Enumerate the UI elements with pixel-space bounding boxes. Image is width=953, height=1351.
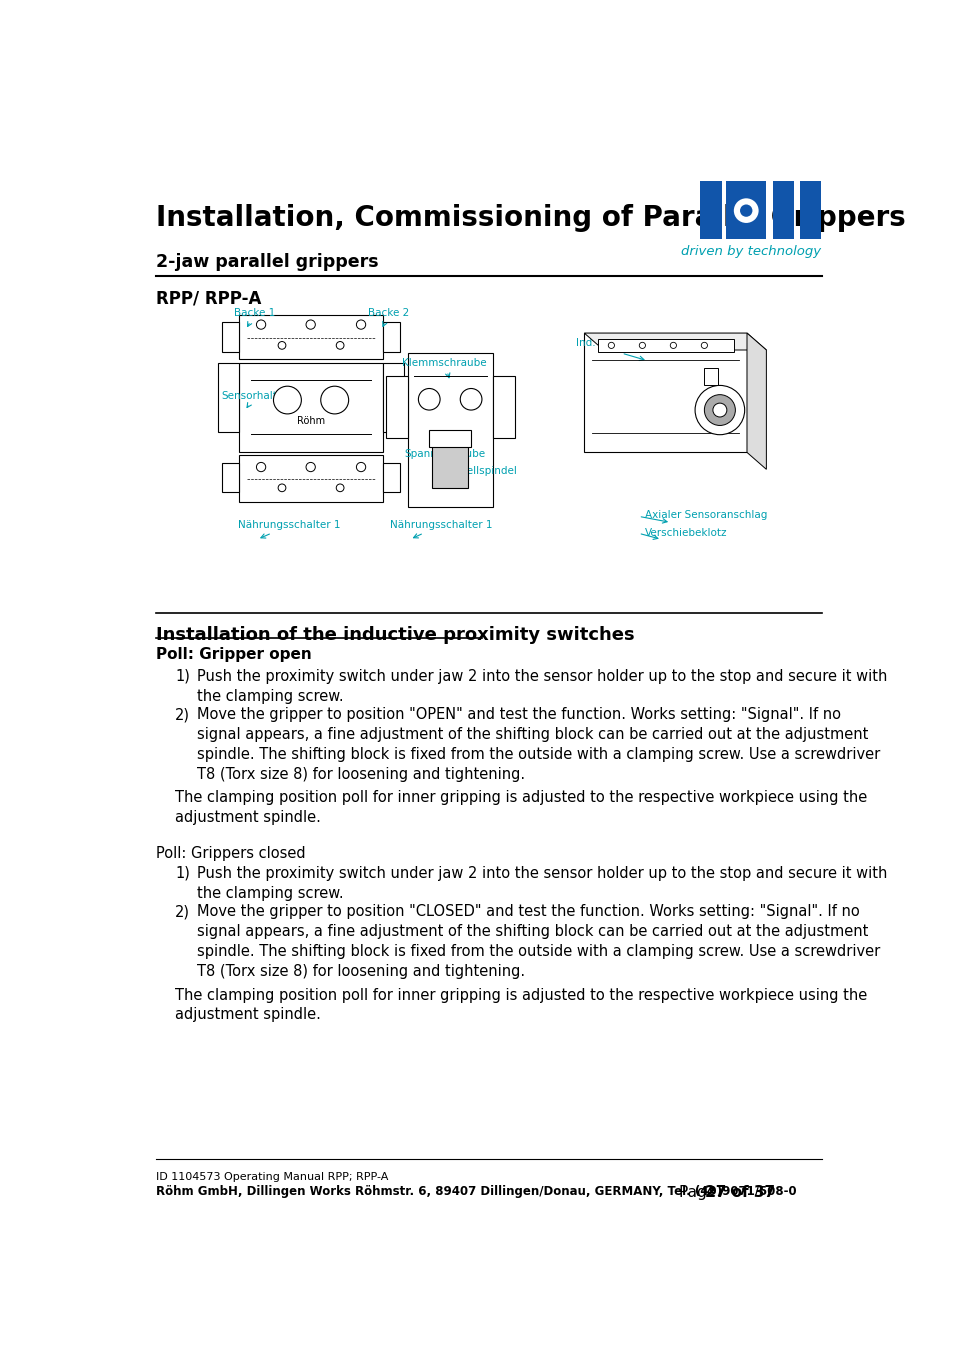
- Circle shape: [356, 320, 365, 330]
- Text: 27 of 37: 27 of 37: [704, 1185, 775, 1200]
- Text: Röhm: Röhm: [296, 416, 324, 426]
- Circle shape: [670, 342, 676, 349]
- Text: Poll: Gripper open: Poll: Gripper open: [155, 647, 311, 662]
- Circle shape: [356, 462, 365, 471]
- Bar: [222, 323, 239, 351]
- Text: Push the proximity switch under jaw 2 into the sensor holder up to the stop and : Push the proximity switch under jaw 2 in…: [196, 669, 886, 704]
- Circle shape: [733, 199, 758, 223]
- Polygon shape: [583, 334, 765, 350]
- Text: Verstellspindel: Verstellspindel: [440, 466, 517, 485]
- Text: Nährungsschalter 1: Nährungsschalter 1: [238, 520, 340, 538]
- Text: Backe 2: Backe 2: [368, 308, 409, 327]
- Text: RPP/ RPP-A: RPP/ RPP-A: [155, 289, 261, 307]
- Text: Move the gripper to position "OPEN" and test the function. Works setting: "Signa: Move the gripper to position "OPEN" and …: [196, 708, 879, 782]
- Text: 2): 2): [174, 904, 190, 920]
- Text: Push the proximity switch under jaw 2 into the sensor holder up to the stop and : Push the proximity switch under jaw 2 in…: [196, 866, 886, 901]
- Text: Installation of the inductive proximity switches: Installation of the inductive proximity …: [155, 626, 634, 643]
- Text: 2-jaw parallel grippers: 2-jaw parallel grippers: [155, 253, 378, 272]
- Circle shape: [320, 386, 348, 413]
- Bar: [407, 353, 493, 507]
- Bar: [583, 334, 746, 453]
- Text: Spannschraube: Spannschraube: [404, 449, 485, 465]
- Circle shape: [459, 389, 481, 411]
- Bar: [799, 181, 821, 239]
- Circle shape: [740, 204, 752, 216]
- Circle shape: [700, 342, 707, 349]
- Circle shape: [335, 342, 344, 349]
- Bar: [700, 181, 721, 239]
- Bar: [429, 430, 471, 447]
- Circle shape: [274, 386, 301, 413]
- Text: Poll: Grippers closed: Poll: Grippers closed: [155, 846, 305, 861]
- Circle shape: [306, 462, 315, 471]
- Text: Page: Page: [679, 1185, 720, 1200]
- Text: Klemmschraube: Klemmschraube: [402, 358, 487, 378]
- Bar: [703, 367, 718, 385]
- Text: Backe 1: Backe 1: [234, 308, 275, 327]
- Circle shape: [748, 185, 753, 190]
- Circle shape: [256, 320, 266, 330]
- Circle shape: [256, 462, 266, 471]
- Bar: [725, 181, 765, 239]
- Bar: [772, 181, 794, 239]
- Circle shape: [608, 342, 614, 349]
- Circle shape: [712, 403, 726, 417]
- Text: 2): 2): [174, 708, 190, 723]
- Circle shape: [278, 342, 286, 349]
- Bar: [385, 376, 407, 438]
- Text: The clamping position poll for inner gripping is adjusted to the respective work: The clamping position poll for inner gri…: [174, 790, 866, 825]
- Circle shape: [335, 484, 344, 492]
- Text: Sensorhalter: Sensorhalter: [221, 390, 288, 408]
- Text: Ind. Nährungsschalter: Ind. Nährungsschalter: [576, 339, 691, 349]
- Bar: [382, 323, 399, 351]
- Bar: [239, 455, 382, 501]
- Circle shape: [738, 185, 742, 190]
- Text: 1): 1): [174, 669, 190, 684]
- Text: Installation, Commissioning of Parallel Grippers: Installation, Commissioning of Parallel …: [155, 204, 904, 232]
- Bar: [239, 315, 382, 359]
- Text: Röhm GmbH, Dillingen Works Röhmstr. 6, 89407 Dillingen/Donau, GERMANY, Tel. (49): Röhm GmbH, Dillingen Works Röhmstr. 6, 8…: [155, 1185, 796, 1198]
- Text: Axialer Sensoranschlag: Axialer Sensoranschlag: [644, 511, 766, 520]
- Bar: [382, 363, 404, 432]
- Bar: [432, 446, 468, 488]
- Circle shape: [639, 342, 645, 349]
- Circle shape: [695, 385, 744, 435]
- Circle shape: [278, 484, 286, 492]
- Polygon shape: [746, 334, 765, 469]
- Text: Verschiebeklotz: Verschiebeklotz: [644, 528, 726, 538]
- Text: Nährungsschalter 1: Nährungsschalter 1: [389, 520, 492, 538]
- Text: ID 1104573 Operating Manual RPP; RPP-A: ID 1104573 Operating Manual RPP; RPP-A: [155, 1173, 388, 1182]
- Circle shape: [306, 320, 315, 330]
- Bar: [239, 363, 382, 451]
- Bar: [382, 463, 399, 493]
- Circle shape: [703, 394, 735, 426]
- Bar: [598, 339, 733, 351]
- Text: The clamping position poll for inner gripping is adjusted to the respective work: The clamping position poll for inner gri…: [174, 988, 866, 1023]
- Text: Move the gripper to position "CLOSED" and test the function. Works setting: "Sig: Move the gripper to position "CLOSED" an…: [196, 904, 879, 979]
- Text: 1): 1): [174, 866, 190, 881]
- Circle shape: [418, 389, 439, 411]
- Bar: [493, 376, 514, 438]
- Bar: [217, 363, 239, 432]
- Text: driven by technology: driven by technology: [680, 246, 821, 258]
- Bar: [222, 463, 239, 493]
